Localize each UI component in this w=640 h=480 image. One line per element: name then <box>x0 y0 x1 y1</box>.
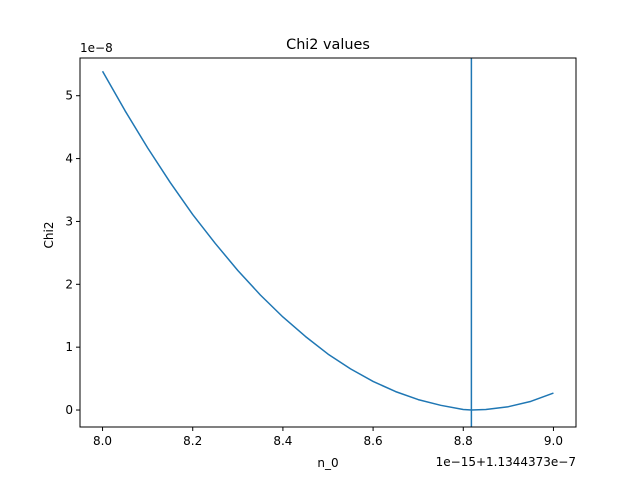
x-axis-offset-text: 1e−15+1.1344373e−7 <box>436 455 576 469</box>
y-tick-label: 0 <box>65 403 73 417</box>
series-line <box>101 70 554 411</box>
x-tick-label: 8.0 <box>93 434 112 448</box>
chart-title: Chi2 values <box>286 37 370 53</box>
x-axis-ticks: 8.0 8.2 8.4 8.6 8.8 9.0 <box>93 427 563 448</box>
y-tick-label: 3 <box>65 214 73 228</box>
y-axis-offset-text: 1e−8 <box>80 41 113 55</box>
y-axis-ticks: 0 1 2 3 4 5 <box>65 89 80 417</box>
y-tick-label: 2 <box>65 277 73 291</box>
y-tick-label: 4 <box>65 152 73 166</box>
x-tick-label: 8.8 <box>454 434 473 448</box>
x-tick-label: 9.0 <box>544 434 563 448</box>
y-tick-label: 5 <box>65 89 73 103</box>
x-tick-label: 8.2 <box>183 434 202 448</box>
series-layer <box>101 70 554 411</box>
axes-frame <box>79 57 577 428</box>
x-axis-label: n_0 <box>317 456 338 470</box>
x-tick-label: 8.4 <box>273 434 292 448</box>
y-axis-label: Chi2 <box>42 222 56 249</box>
y-tick-label: 1 <box>65 340 73 354</box>
x-tick-label: 8.6 <box>364 434 383 448</box>
